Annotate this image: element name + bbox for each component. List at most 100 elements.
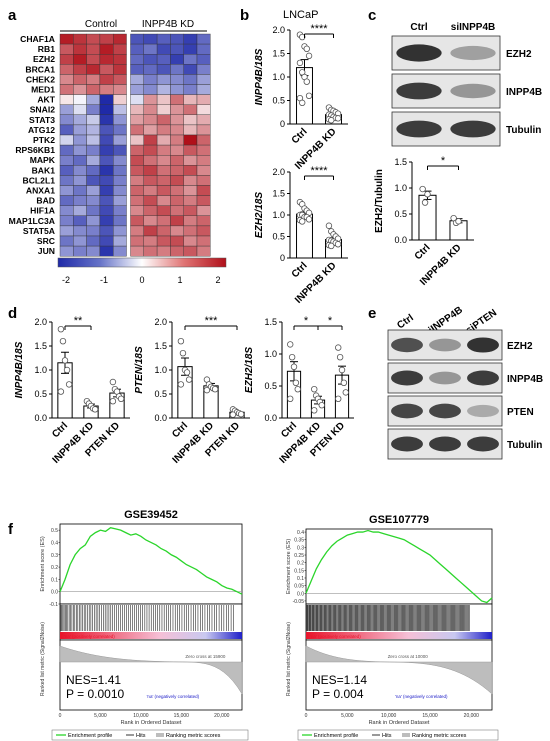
heatmap-cell — [130, 185, 145, 196]
data-point — [296, 59, 304, 67]
panel-letter-d: d — [8, 305, 17, 322]
heatmap-cell — [143, 33, 158, 45]
gene-label: AKT — [37, 95, 55, 105]
blot-band — [450, 45, 496, 61]
heatmap-cell — [143, 64, 158, 75]
data-point — [335, 395, 342, 402]
heatmap-cell — [143, 54, 158, 65]
heatmap-cell — [143, 245, 158, 257]
data-point — [455, 218, 462, 225]
heatmap-cell — [170, 144, 184, 156]
x-tick-label: 20,000 — [464, 713, 480, 719]
x-tick-label: 10,000 — [381, 713, 397, 719]
data-point — [334, 115, 342, 122]
data-point — [183, 369, 191, 376]
nes-value: NES=1.14 — [312, 673, 367, 687]
blot-band — [429, 403, 461, 419]
heatmap-cell — [112, 54, 127, 65]
heatmap-cell — [170, 225, 184, 237]
heatmap-cell — [196, 185, 211, 196]
y-tick-label: 2.0 — [272, 167, 285, 177]
y-tick-label: 0.5 — [154, 389, 167, 399]
y-axis-label: EZH2/Tubulin — [374, 169, 385, 233]
heatmap-cell — [99, 74, 114, 85]
heatmap-cell — [183, 134, 198, 146]
heatmap-cell — [196, 165, 211, 176]
heatmap-cell — [130, 33, 145, 45]
significance-label: * — [441, 155, 446, 167]
panel-letter-f: f — [8, 521, 14, 538]
gsea-title: GSE107779 — [369, 514, 429, 526]
band-label: Tubulin — [507, 440, 542, 451]
significance-label: * — [328, 315, 333, 327]
heatmap-cell — [86, 225, 101, 237]
y-tick-label: 2.0 — [154, 317, 167, 327]
gene-label: MAP1LC3A — [9, 216, 55, 226]
heatmap-cell — [156, 124, 171, 136]
heatmap-cell — [196, 124, 211, 136]
heatmap-cell — [170, 215, 184, 227]
heatmap-cell — [183, 64, 198, 75]
es-tick-label: 0.0 — [297, 591, 304, 597]
heatmap-cell — [156, 134, 171, 146]
heatmap-cell — [112, 205, 127, 216]
es-tick-label: 0.4 — [297, 530, 304, 536]
heatmap-cell — [59, 134, 74, 146]
heatmap-cell — [183, 74, 198, 85]
heatmap-cell — [99, 205, 114, 216]
heatmap-cell — [112, 225, 127, 237]
group-label-control: Control — [85, 19, 117, 30]
positive-correlation-label: 'na' (positively correlated) — [64, 634, 115, 639]
es-tick-label: 0.3 — [297, 545, 304, 551]
y-tick-label: 0 — [280, 253, 285, 263]
heatmap-cell — [73, 175, 87, 186]
p-value: P = 0.0010 — [66, 687, 124, 701]
heatmap-cell — [156, 165, 171, 176]
data-point — [338, 366, 346, 374]
y-tick-label: 1.0 — [394, 183, 407, 193]
heatmap-cell — [86, 245, 101, 257]
heatmap-cell — [196, 215, 211, 227]
heatmap-cell — [59, 124, 74, 136]
x-tick-label: 5,000 — [341, 713, 354, 719]
heatmap-cell — [73, 114, 87, 126]
gene-label: BCL2L1 — [23, 175, 56, 185]
data-point — [117, 395, 125, 402]
blot-band — [396, 82, 442, 100]
heatmap-cell — [156, 64, 171, 75]
heatmap-cell — [170, 114, 184, 126]
y-tick-label: 0.5 — [264, 381, 277, 391]
positive-correlation-label: 'na' (positively correlated) — [310, 634, 361, 639]
heatmap-cell — [170, 175, 184, 186]
heatmap-cell — [170, 64, 184, 75]
heatmap-cell — [59, 74, 74, 85]
data-point — [177, 338, 185, 345]
heatmap-cell — [170, 33, 184, 45]
data-point — [342, 389, 349, 396]
heatmap-cell — [183, 124, 198, 136]
heatmap-cell — [196, 154, 211, 166]
category-label: Ctrl — [290, 126, 310, 146]
heatmap-cell — [112, 245, 127, 257]
heatmap-cell — [73, 94, 87, 105]
x-axis-label: Rank in Ordered Dataset — [121, 720, 182, 726]
heatmap-cell — [99, 84, 114, 95]
heatmap-cell — [59, 104, 74, 115]
heatmap-cell — [86, 94, 101, 105]
gene-label: EZH2 — [33, 54, 55, 64]
data-point — [65, 381, 73, 388]
data-point — [290, 363, 298, 370]
heatmap-cell — [143, 154, 158, 166]
legend-swatch-ranking — [156, 733, 164, 737]
data-point — [292, 379, 300, 386]
y-tick-label: 0.0 — [34, 413, 47, 423]
rank-metric-frame — [305, 639, 493, 711]
colorbar-tick-label: -2 — [62, 275, 70, 285]
band-label: INPP4B — [507, 374, 543, 385]
heatmap-cell — [112, 74, 127, 85]
heatmap-cell — [130, 245, 145, 257]
blot-band — [429, 436, 461, 452]
data-point — [229, 411, 237, 418]
data-point — [59, 338, 67, 345]
